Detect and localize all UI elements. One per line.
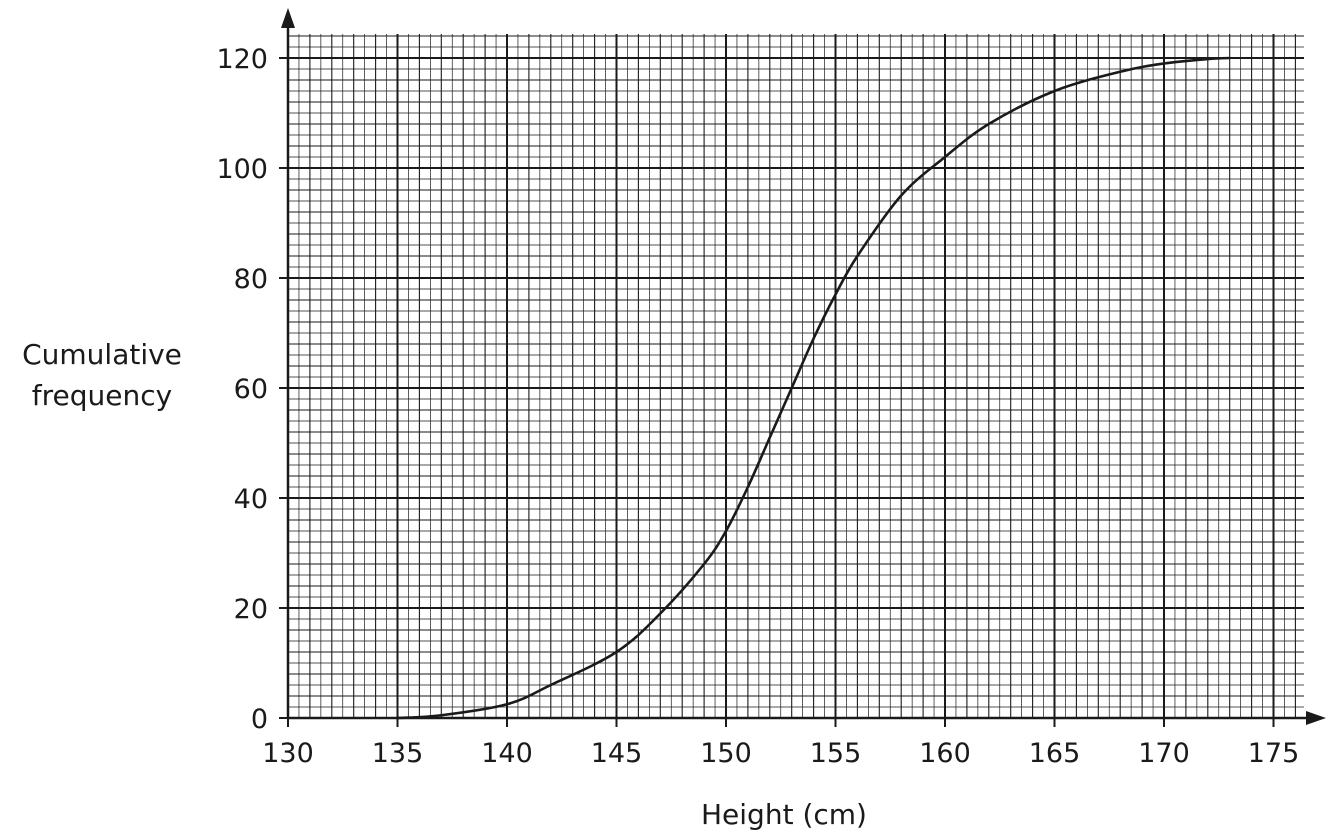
- x-tick-label: 170: [1138, 738, 1190, 769]
- x-tick-label: 175: [1248, 738, 1300, 769]
- x-tick-label: 165: [1029, 738, 1081, 769]
- cumulative-frequency-curve: [397, 56, 1230, 720]
- grid-mid-lines: [288, 34, 1304, 718]
- x-tick-label: 160: [919, 738, 971, 769]
- x-axis-title: Height (cm): [701, 798, 867, 831]
- y-tick-label: 20: [234, 594, 268, 625]
- x-tick-label: 130: [262, 738, 314, 769]
- grid-minor-lines: [288, 34, 1304, 718]
- x-tick-label: 155: [810, 738, 862, 769]
- y-tick-label: 40: [234, 484, 268, 515]
- x-axis-arrow: [1306, 711, 1326, 725]
- x-tick-label: 150: [700, 738, 752, 769]
- y-tick-label: 60: [234, 374, 268, 405]
- y-axis-arrow: [281, 8, 295, 28]
- y-tick-labels: 0 20 40 60 80 100 120: [216, 44, 268, 735]
- series-curve: [397, 56, 1230, 720]
- axes: [279, 8, 1326, 727]
- y-axis-title-line-1: Cumulative: [22, 338, 182, 371]
- y-tick-label: 0: [251, 704, 268, 735]
- x-tick-label: 135: [372, 738, 424, 769]
- y-tick-label: 80: [234, 264, 268, 295]
- y-tick-label: 120: [216, 44, 268, 75]
- y-tick-label: 100: [216, 154, 268, 185]
- grid-major-lines: [287, 34, 1304, 719]
- x-tick-labels: 130 135 140 145 150 155 160 165 170 175: [262, 738, 1299, 769]
- y-axis-title-line-2: frequency: [32, 379, 172, 412]
- x-tick-label: 140: [481, 738, 533, 769]
- x-tick-label: 145: [591, 738, 643, 769]
